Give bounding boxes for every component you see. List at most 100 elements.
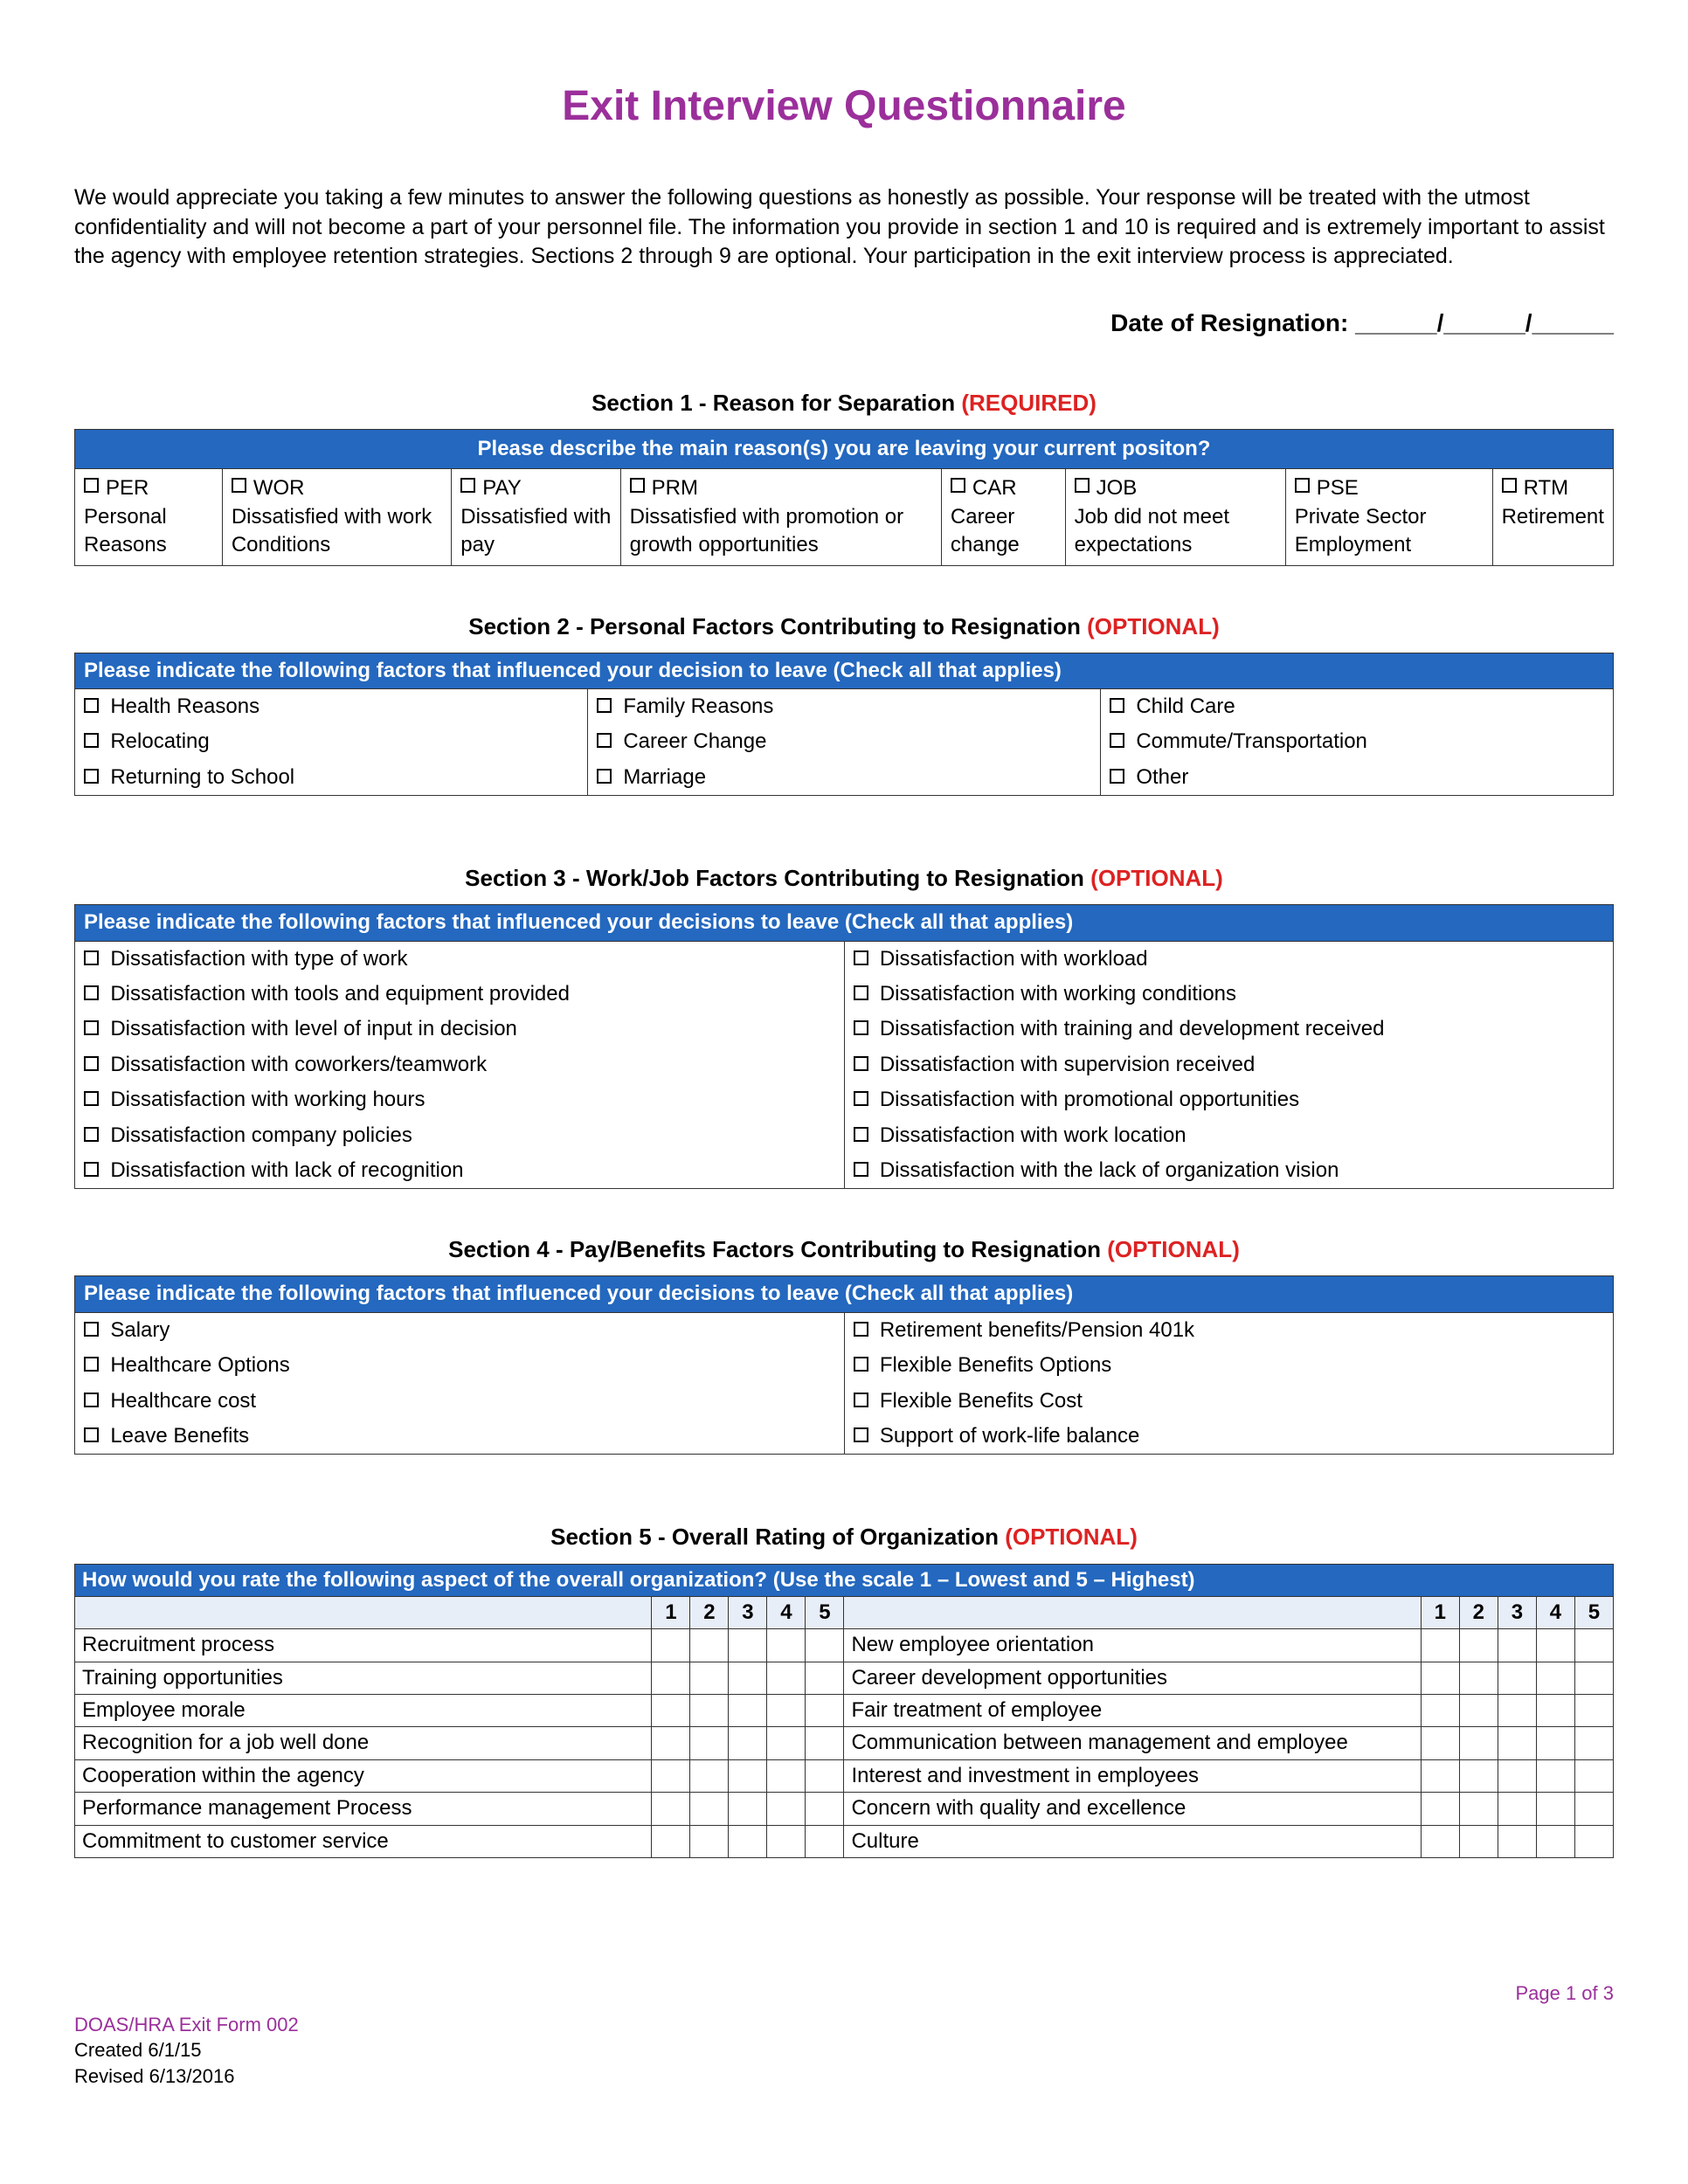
checkbox-option[interactable]: Dissatisfaction with working hours [75, 1082, 845, 1117]
checkbox-icon[interactable] [84, 1322, 99, 1337]
rating-cell[interactable] [652, 1825, 690, 1857]
checkbox-option[interactable]: Dissatisfaction with training and develo… [844, 1012, 1614, 1047]
checkbox-icon[interactable] [1502, 478, 1517, 493]
rating-cell[interactable] [1459, 1695, 1498, 1727]
checkbox-option[interactable]: Career Change [588, 724, 1101, 759]
checkbox-icon[interactable] [854, 1357, 868, 1372]
checkbox-option[interactable]: Dissatisfaction with work location [844, 1118, 1614, 1153]
checkbox-icon[interactable] [951, 478, 965, 493]
checkbox-option[interactable]: Family Reasons [588, 688, 1101, 724]
rating-cell[interactable] [652, 1759, 690, 1792]
rating-cell[interactable] [1536, 1759, 1574, 1792]
rating-cell[interactable] [806, 1759, 844, 1792]
checkbox-icon[interactable] [597, 733, 612, 748]
rating-cell[interactable] [1459, 1825, 1498, 1857]
checkbox-option[interactable]: Dissatisfaction with type of work [75, 941, 845, 977]
rating-cell[interactable] [652, 1727, 690, 1759]
checkbox-option[interactable]: Flexible Benefits Options [844, 1348, 1614, 1383]
rating-cell[interactable] [1498, 1662, 1536, 1694]
rating-cell[interactable] [690, 1695, 729, 1727]
rating-cell[interactable] [729, 1629, 767, 1662]
checkbox-icon[interactable] [84, 950, 99, 965]
section1-cell[interactable]: PAYDissatisfied with pay [452, 469, 620, 565]
rating-cell[interactable] [1536, 1629, 1574, 1662]
rating-cell[interactable] [806, 1695, 844, 1727]
section1-cell[interactable]: PSEPrivate Sector Employment [1285, 469, 1492, 565]
rating-cell[interactable] [1459, 1793, 1498, 1825]
rating-cell[interactable] [690, 1727, 729, 1759]
rating-cell[interactable] [1574, 1629, 1613, 1662]
checkbox-icon[interactable] [232, 478, 246, 493]
checkbox-icon[interactable] [84, 1357, 99, 1372]
checkbox-option[interactable]: Support of work-life balance [844, 1419, 1614, 1455]
rating-cell[interactable] [1421, 1662, 1459, 1694]
rating-cell[interactable] [767, 1629, 806, 1662]
rating-cell[interactable] [1421, 1793, 1459, 1825]
checkbox-icon[interactable] [597, 769, 612, 784]
checkbox-icon[interactable] [84, 698, 99, 713]
rating-cell[interactable] [767, 1825, 806, 1857]
checkbox-option[interactable]: Relocating [75, 724, 588, 759]
checkbox-option[interactable]: Dissatisfaction with working conditions [844, 977, 1614, 1012]
rating-cell[interactable] [729, 1759, 767, 1792]
rating-cell[interactable] [806, 1727, 844, 1759]
rating-cell[interactable] [1498, 1727, 1536, 1759]
rating-cell[interactable] [690, 1759, 729, 1792]
checkbox-icon[interactable] [1110, 769, 1124, 784]
checkbox-icon[interactable] [854, 1127, 868, 1142]
rating-cell[interactable] [690, 1662, 729, 1694]
checkbox-option[interactable]: Dissatisfaction with the lack of organiz… [844, 1153, 1614, 1189]
checkbox-icon[interactable] [854, 1322, 868, 1337]
checkbox-option[interactable]: Returning to School [75, 760, 588, 796]
rating-cell[interactable] [1574, 1662, 1613, 1694]
rating-cell[interactable] [1574, 1695, 1613, 1727]
rating-cell[interactable] [1498, 1629, 1536, 1662]
rating-cell[interactable] [1498, 1759, 1536, 1792]
section1-cell[interactable]: WORDissatisfied with work Conditions [222, 469, 451, 565]
checkbox-icon[interactable] [460, 478, 475, 493]
rating-cell[interactable] [806, 1662, 844, 1694]
rating-cell[interactable] [729, 1825, 767, 1857]
checkbox-option[interactable]: Dissatisfaction with promotional opportu… [844, 1082, 1614, 1117]
checkbox-option[interactable]: Dissatisfaction with lack of recognition [75, 1153, 845, 1189]
checkbox-option[interactable]: Salary [75, 1312, 845, 1348]
rating-cell[interactable] [690, 1793, 729, 1825]
checkbox-option[interactable]: Dissatisfaction with level of input in d… [75, 1012, 845, 1047]
checkbox-icon[interactable] [854, 1427, 868, 1442]
rating-cell[interactable] [1536, 1793, 1574, 1825]
checkbox-icon[interactable] [84, 1056, 99, 1071]
checkbox-icon[interactable] [597, 698, 612, 713]
rating-cell[interactable] [1536, 1727, 1574, 1759]
section1-cell[interactable]: PRMDissatisfied with promotion or growth… [620, 469, 941, 565]
checkbox-option[interactable]: Dissatisfaction with tools and equipment… [75, 977, 845, 1012]
checkbox-icon[interactable] [84, 1427, 99, 1442]
checkbox-icon[interactable] [854, 1056, 868, 1071]
rating-cell[interactable] [1536, 1695, 1574, 1727]
checkbox-option[interactable]: Other [1101, 760, 1614, 796]
section1-cell[interactable]: JOBJob did not meet expectations [1065, 469, 1285, 565]
rating-cell[interactable] [1421, 1695, 1459, 1727]
checkbox-icon[interactable] [854, 1020, 868, 1035]
checkbox-option[interactable]: Dissatisfaction with coworkers/teamwork [75, 1047, 845, 1082]
rating-cell[interactable] [767, 1759, 806, 1792]
checkbox-icon[interactable] [84, 769, 99, 784]
checkbox-option[interactable]: Child Care [1101, 688, 1614, 724]
checkbox-option[interactable]: Marriage [588, 760, 1101, 796]
rating-cell[interactable] [1498, 1695, 1536, 1727]
rating-cell[interactable] [1421, 1825, 1459, 1857]
rating-cell[interactable] [767, 1695, 806, 1727]
checkbox-icon[interactable] [854, 1091, 868, 1106]
checkbox-icon[interactable] [84, 478, 99, 493]
rating-cell[interactable] [806, 1629, 844, 1662]
rating-cell[interactable] [1536, 1662, 1574, 1694]
rating-cell[interactable] [806, 1793, 844, 1825]
checkbox-icon[interactable] [854, 950, 868, 965]
checkbox-option[interactable]: Health Reasons [75, 688, 588, 724]
checkbox-option[interactable]: Retirement benefits/Pension 401k [844, 1312, 1614, 1348]
checkbox-icon[interactable] [1110, 733, 1124, 748]
section1-cell[interactable]: PERPersonal Reasons [75, 469, 223, 565]
rating-cell[interactable] [1574, 1727, 1613, 1759]
rating-cell[interactable] [1459, 1629, 1498, 1662]
rating-cell[interactable] [1459, 1662, 1498, 1694]
rating-cell[interactable] [690, 1629, 729, 1662]
